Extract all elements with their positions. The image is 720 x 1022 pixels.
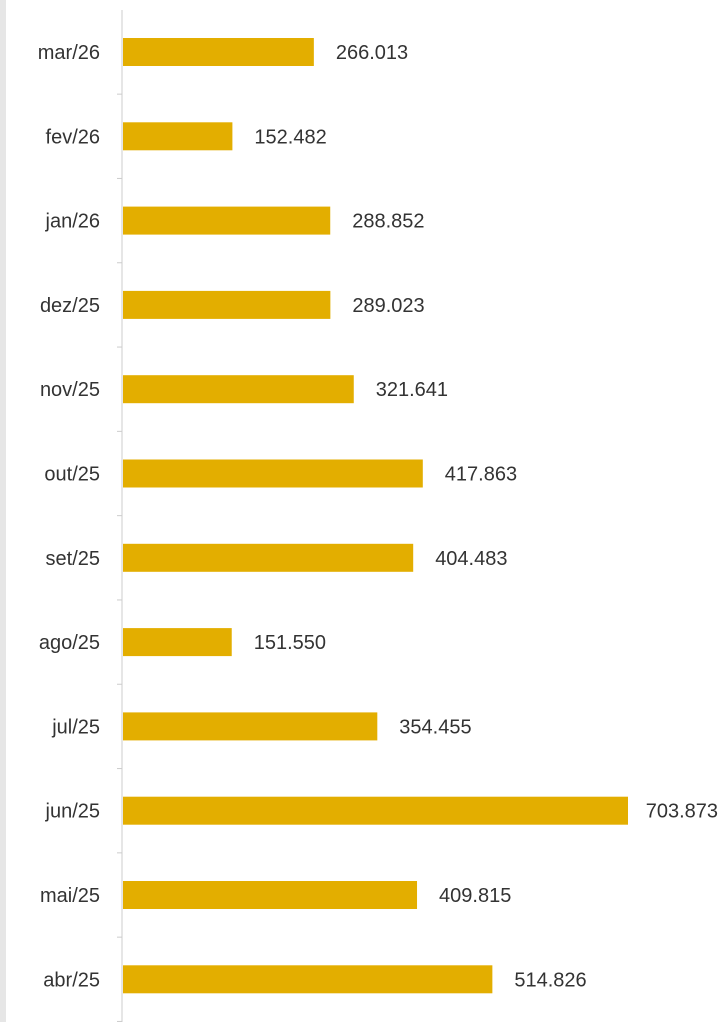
category-label: set/25 <box>46 548 100 570</box>
value-label: 289.023 <box>352 295 424 317</box>
value-label: 404.483 <box>435 548 507 570</box>
bar-out-25 <box>123 459 423 488</box>
category-label: nov/25 <box>40 379 100 401</box>
value-label: 151.550 <box>254 632 326 654</box>
category-label: jan/26 <box>45 211 101 233</box>
bar-nov-25 <box>123 375 354 404</box>
category-label: dez/25 <box>40 295 100 317</box>
category-label: fev/26 <box>46 126 100 148</box>
bar-jun-25 <box>123 796 628 825</box>
category-label: jul/25 <box>51 716 100 738</box>
bar-jul-25 <box>123 712 378 741</box>
category-label: mar/26 <box>38 42 100 64</box>
left-frame-border <box>0 0 6 1022</box>
value-label: 703.873 <box>646 801 718 823</box>
bar-fev-26 <box>123 122 233 151</box>
bar-jan-26 <box>123 206 331 235</box>
value-label: 354.455 <box>399 716 471 738</box>
bar-ago-25 <box>123 628 232 657</box>
value-label: 152.482 <box>254 126 326 148</box>
value-label: 321.641 <box>376 379 448 401</box>
value-label: 417.863 <box>445 464 517 486</box>
value-label: 288.852 <box>352 211 424 233</box>
bar-abr-25 <box>123 965 493 994</box>
category-label: mai/25 <box>40 885 100 907</box>
category-label: out/25 <box>44 464 100 486</box>
category-label: ago/25 <box>39 632 100 654</box>
bar-dez-25 <box>123 290 331 319</box>
value-label: 266.013 <box>336 42 408 64</box>
bar-set-25 <box>123 543 414 572</box>
bar-mar-26 <box>123 38 314 66</box>
value-label: 514.826 <box>514 969 586 991</box>
bar-mai-25 <box>123 881 418 909</box>
category-label: jun/25 <box>45 801 101 823</box>
category-label: abr/25 <box>43 969 100 991</box>
value-label: 409.815 <box>439 885 511 907</box>
